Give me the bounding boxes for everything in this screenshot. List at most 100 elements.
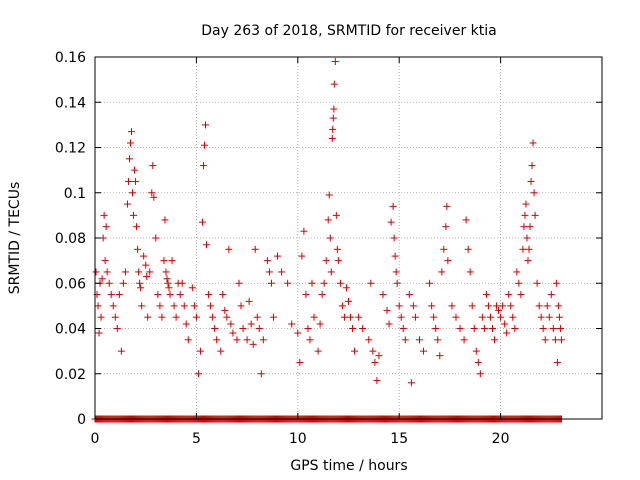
data-point <box>415 336 423 344</box>
x-tick-label: 0 <box>91 431 100 447</box>
data-point <box>462 216 470 224</box>
data-point <box>227 320 235 328</box>
data-point <box>196 347 204 355</box>
data-point <box>524 257 532 265</box>
data-point <box>409 302 417 310</box>
data-point <box>526 223 534 231</box>
data-point <box>520 223 528 231</box>
x-tick-label: 20 <box>492 431 510 447</box>
data-point <box>488 325 496 332</box>
data-point <box>407 379 415 387</box>
data-point <box>525 245 533 253</box>
data-point <box>225 245 233 253</box>
data-point <box>351 347 359 355</box>
data-point <box>327 268 335 276</box>
x-tick-label: 15 <box>390 431 408 447</box>
data-point <box>149 162 157 170</box>
data-point <box>537 313 545 321</box>
data-point <box>115 291 123 299</box>
data-point <box>131 166 139 174</box>
data-point <box>164 279 172 287</box>
data-point <box>235 279 243 287</box>
data-point <box>125 155 133 163</box>
chart-title: Day 263 of 2018, SRMTID for receiver kti… <box>201 23 496 39</box>
data-point <box>150 193 158 201</box>
data-point <box>257 370 265 378</box>
data-point <box>97 313 105 321</box>
y-tick-label: 0 <box>77 412 86 428</box>
data-point <box>267 279 275 287</box>
data-point <box>101 257 109 265</box>
data-point <box>345 297 352 305</box>
data-point <box>557 336 565 344</box>
data-point <box>444 257 452 265</box>
data-point <box>333 245 341 253</box>
data-point <box>405 291 413 299</box>
data-point <box>515 279 523 287</box>
data-point <box>251 245 259 253</box>
tick-labels: 0 0.02 0.04 0.06 0.08 0.1 0.12 0.14 0.16 0 5 10 15 20 <box>55 50 510 447</box>
data-point <box>156 302 164 310</box>
data-point <box>269 313 277 321</box>
data-point <box>298 252 306 260</box>
data-point <box>466 268 474 276</box>
data-point <box>322 257 330 265</box>
data-point <box>198 218 206 226</box>
data-point <box>92 268 100 276</box>
data-point <box>551 336 559 344</box>
data-point <box>539 325 547 332</box>
data-point <box>223 313 231 321</box>
data-points <box>91 58 565 423</box>
data-point <box>162 268 170 276</box>
data-point <box>369 347 377 355</box>
data-point <box>221 306 229 314</box>
data-point <box>316 320 324 328</box>
data-point <box>320 279 328 287</box>
data-point <box>182 320 190 328</box>
data-point <box>172 313 180 321</box>
data-point <box>259 336 267 344</box>
data-point <box>334 257 342 265</box>
data-point <box>211 325 219 332</box>
data-point <box>302 291 310 299</box>
y-tick-label: 0.12 <box>55 141 86 157</box>
data-point <box>430 313 438 321</box>
data-point <box>148 189 156 197</box>
data-point <box>501 320 509 328</box>
data-point <box>233 336 241 344</box>
data-point <box>133 223 141 231</box>
data-point <box>284 279 292 287</box>
data-point <box>499 302 507 310</box>
data-point <box>306 336 314 344</box>
data-point <box>249 340 257 348</box>
data-point <box>166 291 174 299</box>
data-point <box>140 252 148 260</box>
data-point <box>209 313 217 321</box>
data-point <box>517 291 525 299</box>
data-point <box>438 268 446 276</box>
data-point <box>318 291 326 299</box>
data-point <box>554 302 562 310</box>
data-point <box>385 320 393 328</box>
data-point <box>552 279 560 287</box>
data-point <box>456 325 464 332</box>
data-point <box>288 320 296 328</box>
data-point <box>393 279 401 287</box>
data-point <box>556 325 564 332</box>
data-point <box>472 347 480 355</box>
data-point <box>190 302 198 310</box>
data-point <box>329 125 337 133</box>
data-point <box>142 261 150 269</box>
data-point <box>428 302 436 310</box>
data-point <box>497 313 505 321</box>
data-point <box>202 121 210 129</box>
data-point <box>480 325 488 332</box>
data-point <box>165 284 173 292</box>
data-point <box>255 325 263 332</box>
data-point <box>134 245 142 253</box>
data-point <box>395 302 403 310</box>
data-point <box>397 313 405 321</box>
data-point <box>124 177 132 185</box>
data-point <box>294 329 302 337</box>
data-point <box>530 189 538 197</box>
